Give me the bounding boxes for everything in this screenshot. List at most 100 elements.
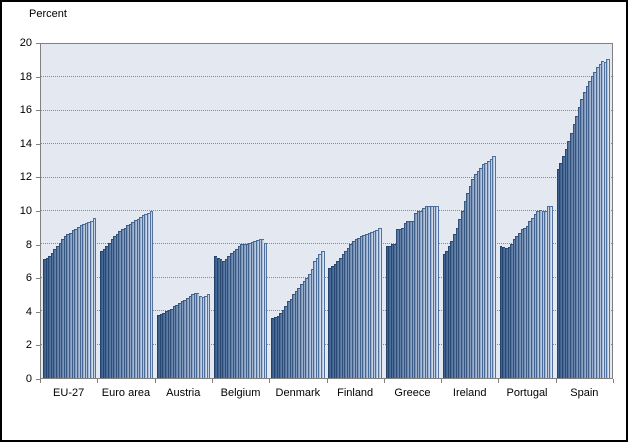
bar [435, 206, 439, 378]
bar [385, 246, 389, 378]
bar [531, 218, 534, 378]
bar [447, 246, 451, 378]
bar [113, 236, 116, 378]
bar [481, 164, 485, 378]
bar [292, 294, 295, 378]
gridline [41, 310, 612, 312]
bar-group-greece [384, 44, 441, 378]
bar [134, 220, 137, 378]
y-tick-mark [36, 345, 40, 346]
bar [58, 243, 62, 378]
bar [333, 264, 337, 378]
x-category-label: Euro area [101, 387, 151, 399]
bar [487, 161, 490, 378]
bar [512, 239, 516, 378]
bar [188, 296, 192, 378]
bar [427, 206, 430, 378]
bar [284, 306, 288, 378]
y-tick-label: 10 [19, 205, 32, 217]
x-tick-mark [97, 379, 98, 383]
bar [504, 248, 508, 378]
bar-group-belgium [212, 44, 269, 378]
bar [307, 274, 311, 378]
bar [455, 228, 459, 378]
bar-groups [41, 44, 612, 378]
bar [227, 256, 230, 378]
bar [222, 261, 225, 378]
y-tick-label: 4 [25, 306, 32, 318]
bar [294, 291, 298, 378]
bar [313, 261, 316, 378]
bar [66, 234, 70, 378]
bar [577, 107, 581, 378]
bar [507, 247, 511, 378]
bar [131, 222, 135, 378]
bar [276, 316, 280, 378]
bar [593, 72, 596, 378]
bar [281, 310, 285, 378]
bar [248, 243, 251, 378]
bar [141, 215, 145, 378]
bar [541, 211, 545, 378]
bar [157, 315, 160, 378]
gridline [41, 143, 612, 145]
bar [606, 59, 611, 378]
bar [271, 318, 274, 378]
bar [240, 244, 243, 378]
bar [162, 313, 166, 378]
x-tick-mark [613, 379, 614, 383]
x-tick-mark [327, 379, 328, 383]
bar [53, 249, 57, 378]
x-tick-mark [441, 379, 442, 383]
bar [595, 67, 599, 378]
bar [289, 299, 293, 378]
bar [193, 293, 197, 378]
bar [82, 224, 85, 378]
bar [110, 239, 114, 378]
bar [502, 247, 505, 378]
bar [351, 241, 355, 378]
bar [556, 169, 560, 378]
bar [136, 219, 140, 378]
bar [476, 171, 480, 378]
bar [463, 201, 467, 378]
bar [84, 223, 88, 378]
y-tick-mark [36, 110, 40, 111]
bar [564, 149, 568, 378]
bar [338, 258, 342, 378]
bar [120, 229, 124, 378]
bar [409, 221, 412, 378]
bar [320, 251, 325, 378]
bar [406, 221, 410, 378]
bar [318, 254, 321, 378]
bar [105, 246, 108, 378]
bar [273, 317, 277, 378]
gridline [41, 276, 612, 278]
bar [250, 242, 254, 378]
x-axis-category-labels: EU-27 Euro area Austria Belgium Denmark Finla… [40, 387, 613, 399]
bar [460, 211, 464, 378]
x-category-label: Denmark [275, 387, 321, 399]
bar [89, 221, 93, 378]
bar [43, 259, 46, 378]
bar-group-eu-27 [41, 44, 98, 378]
bar [261, 239, 264, 378]
bar [185, 298, 189, 378]
y-tick-label: 20 [19, 37, 32, 49]
bar [549, 206, 553, 378]
bar [546, 206, 550, 378]
bar [499, 246, 503, 378]
bar [71, 230, 75, 378]
bar [357, 238, 360, 378]
plot-area [40, 43, 613, 379]
bar [588, 81, 591, 378]
bar [572, 124, 576, 378]
bar [585, 86, 589, 378]
bar [471, 179, 474, 378]
bar [216, 258, 220, 378]
bar [331, 266, 334, 378]
bar [297, 288, 301, 378]
bar [492, 156, 496, 378]
bar [139, 217, 142, 378]
